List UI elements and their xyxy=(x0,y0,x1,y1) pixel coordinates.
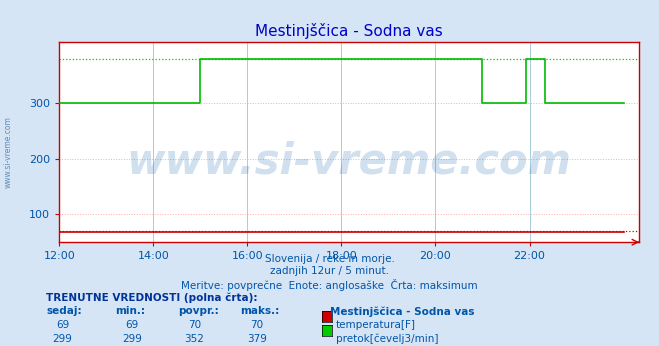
Text: 352: 352 xyxy=(185,334,204,344)
Text: pretok[čevelj3/min]: pretok[čevelj3/min] xyxy=(336,334,439,344)
Text: 299: 299 xyxy=(53,334,72,344)
Text: sedaj:: sedaj: xyxy=(46,306,82,316)
Text: Mestinjščica - Sodna vas: Mestinjščica - Sodna vas xyxy=(330,306,474,317)
Text: temperatura[F]: temperatura[F] xyxy=(336,320,416,330)
Text: maks.:: maks.: xyxy=(241,306,280,316)
Text: TRENUTNE VREDNOSTI (polna črta):: TRENUTNE VREDNOSTI (polna črta): xyxy=(46,292,258,303)
Text: Slovenija / reke in morje.: Slovenija / reke in morje. xyxy=(264,254,395,264)
Text: 70: 70 xyxy=(188,320,201,330)
Text: min.:: min.: xyxy=(115,306,146,316)
Text: www.si-vreme.com: www.si-vreme.com xyxy=(3,116,13,188)
Text: www.si-vreme.com: www.si-vreme.com xyxy=(127,141,572,183)
Text: zadnjih 12ur / 5 minut.: zadnjih 12ur / 5 minut. xyxy=(270,266,389,276)
Text: 69: 69 xyxy=(56,320,69,330)
Text: 299: 299 xyxy=(122,334,142,344)
Text: povpr.:: povpr.: xyxy=(178,306,219,316)
Title: Mestinjščica - Sodna vas: Mestinjščica - Sodna vas xyxy=(256,23,443,39)
Text: 70: 70 xyxy=(250,320,264,330)
Text: 379: 379 xyxy=(247,334,267,344)
Text: Meritve: povprečne  Enote: anglosaške  Črta: maksimum: Meritve: povprečne Enote: anglosaške Črt… xyxy=(181,279,478,291)
Text: 69: 69 xyxy=(125,320,138,330)
